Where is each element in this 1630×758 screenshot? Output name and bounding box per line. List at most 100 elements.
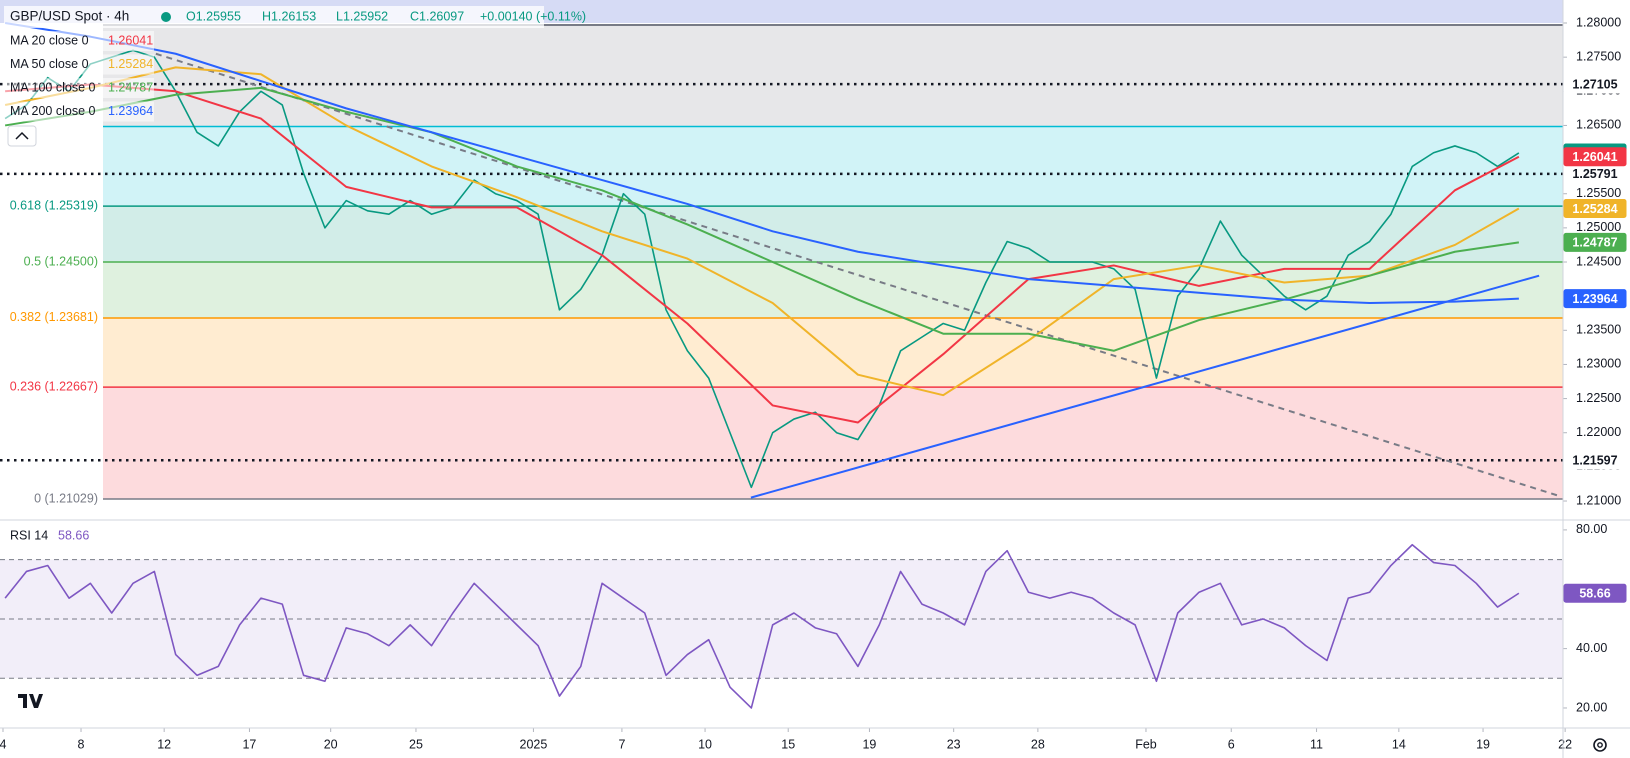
y-tick-label: 80.00 bbox=[1576, 522, 1607, 536]
x-tick-label: 25 bbox=[409, 737, 423, 751]
legend-value: 1.24787 bbox=[108, 80, 153, 94]
price-badge bbox=[1563, 232, 1627, 252]
moving-average bbox=[4, 22, 1519, 304]
x-tick-label: 15 bbox=[781, 737, 795, 751]
y-tick-label: 1.25000 bbox=[1576, 220, 1621, 234]
legend-bg bbox=[4, 6, 544, 28]
price-badge bbox=[1563, 147, 1627, 167]
fib-label: 0.382 (1.23681) bbox=[10, 310, 98, 324]
legend-bg bbox=[4, 54, 154, 75]
fib-zone bbox=[103, 387, 1563, 500]
collapse-icon bbox=[15, 131, 29, 140]
change: +0.00140 (+0.11%) bbox=[480, 9, 586, 23]
y-tick-label: 20.00 bbox=[1576, 700, 1607, 714]
legend-name: MA 100 close 0 bbox=[10, 80, 96, 94]
y-tick-label: 1.23500 bbox=[1576, 323, 1621, 337]
rsi-line bbox=[4, 543, 1520, 709]
x-tick-label: 6 bbox=[1228, 737, 1235, 751]
x-tick-label: 19 bbox=[862, 737, 876, 751]
price-badge-label: 1.25284 bbox=[1572, 202, 1617, 216]
x-tick-label: 28 bbox=[1031, 737, 1045, 751]
y-tick-label: 1.21000 bbox=[1576, 493, 1621, 507]
open: O1.25955 bbox=[186, 9, 241, 23]
high: H1.26153 bbox=[262, 9, 316, 23]
legend-bg bbox=[4, 78, 154, 98]
price-badge bbox=[1563, 289, 1627, 309]
y-tick-label: 1.26500 bbox=[1576, 118, 1621, 132]
x-tick-label: 7 bbox=[618, 737, 625, 751]
fib-zone bbox=[103, 126, 1563, 207]
price-badge-label: 58.66 bbox=[1579, 587, 1610, 601]
price-pane: 0 (1.21029) 0.236 (1.22667) 0.382 (1.23681… bbox=[0, 15, 1627, 507]
x-tick-label: 20 bbox=[324, 737, 338, 751]
price-badge-label: 1.26041 bbox=[1572, 150, 1617, 164]
legend-value: 58.66 bbox=[58, 528, 89, 542]
price-badge bbox=[1563, 583, 1627, 603]
fib-zone bbox=[103, 24, 1563, 127]
trend-line bbox=[750, 274, 1540, 499]
y-tick-label: 1.28000 bbox=[1576, 15, 1621, 29]
legend-name: MA 50 close 0 bbox=[10, 57, 89, 71]
price-badge-label: 1.27105 bbox=[1572, 77, 1617, 91]
gear-outer bbox=[1593, 738, 1607, 752]
plot-area bbox=[0, 22, 1563, 500]
x-tick-label: 10 bbox=[698, 737, 712, 751]
close: C1.26097 bbox=[410, 9, 464, 23]
x-tick-label: 22 bbox=[1558, 737, 1572, 751]
collapse-button[interactable] bbox=[7, 125, 37, 147]
logo-mark bbox=[18, 694, 43, 708]
symbol: GBP/USD Spot · 4h bbox=[10, 9, 129, 24]
market-status[interactable] bbox=[161, 12, 171, 22]
x-tick-label: 12 bbox=[157, 737, 171, 751]
legend-bg bbox=[4, 31, 154, 51]
x-tick-label: Feb bbox=[1135, 737, 1157, 751]
fib-label: 0.618 (1.25319) bbox=[10, 198, 98, 212]
y-tick-label: 1.22000 bbox=[1576, 425, 1621, 439]
legend-value: 1.25284 bbox=[108, 57, 153, 71]
price-badge-label: 1.23964 bbox=[1572, 292, 1617, 306]
legend: GBP/USD Spot · 4h O1.25955 H1.26153 L1.2… bbox=[4, 6, 586, 147]
y-tick-label: 1.24500 bbox=[1576, 254, 1621, 268]
x-tick-label: 14 bbox=[1392, 737, 1406, 751]
price-badge-label: 1.21597 bbox=[1572, 454, 1617, 468]
y-tick-label: 1.23000 bbox=[1576, 357, 1621, 371]
moving-average bbox=[4, 66, 1520, 397]
y-tick-label: 1.22500 bbox=[1576, 391, 1621, 405]
y-tick-label: 40.00 bbox=[1576, 641, 1607, 655]
x-tick-label: 8 bbox=[78, 737, 85, 751]
tradingview-logo[interactable] bbox=[14, 690, 44, 712]
fib-zone bbox=[103, 262, 1563, 318]
x-tick-label: 4 bbox=[0, 737, 7, 751]
plot-area bbox=[0, 543, 1563, 709]
fib-label: 0.236 (1.22667) bbox=[10, 379, 98, 393]
fib-label: 0 (1.21029) bbox=[34, 491, 98, 505]
x-tick-label: 19 bbox=[1476, 737, 1490, 751]
price-badge-label: 1.25791 bbox=[1572, 167, 1617, 181]
gear-inner bbox=[1597, 742, 1603, 748]
x-tick-label: 2025 bbox=[520, 737, 548, 751]
fib-label: 0.5 (1.24500) bbox=[24, 254, 98, 268]
fib-zone bbox=[103, 206, 1563, 263]
rsi-band bbox=[0, 559, 1563, 679]
x-tick-label: 23 bbox=[947, 737, 961, 751]
settings-button[interactable] bbox=[1593, 738, 1607, 752]
y-tick-label: 1.27500 bbox=[1576, 49, 1621, 63]
legend-value: 1.26041 bbox=[108, 33, 153, 47]
x-tick-label: 17 bbox=[242, 737, 256, 751]
moving-average bbox=[5, 83, 1520, 424]
trend-line bbox=[155, 52, 1561, 498]
legend-name: MA 20 close 0 bbox=[10, 33, 89, 47]
low: L1.25952 bbox=[336, 9, 388, 23]
y-tick-label: 1.25500 bbox=[1576, 186, 1621, 200]
price-badge bbox=[1563, 450, 1627, 470]
legend-name: RSI 14 bbox=[10, 528, 48, 542]
legend-name: MA 200 close 0 bbox=[10, 104, 96, 118]
price-badge-label: 1.24787 bbox=[1572, 236, 1617, 250]
price-badge bbox=[1563, 198, 1627, 218]
legend-bg bbox=[4, 101, 154, 122]
x-tick-label: 11 bbox=[1310, 737, 1323, 751]
price-badge bbox=[1563, 74, 1627, 94]
